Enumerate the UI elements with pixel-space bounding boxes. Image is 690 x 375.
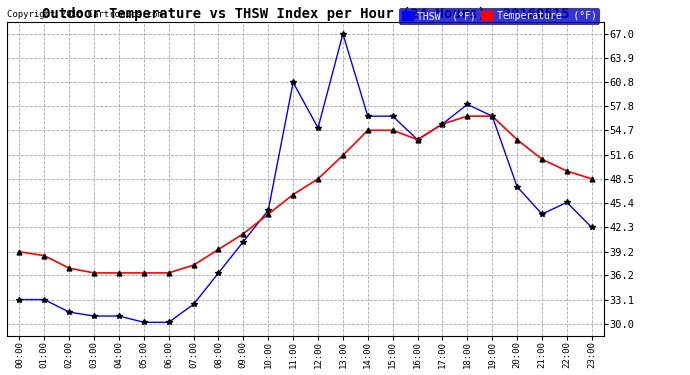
- Legend: THSW  (°F), Temperature  (°F): THSW (°F), Temperature (°F): [399, 8, 600, 24]
- Text: Copyright 2016 Cartronics.com: Copyright 2016 Cartronics.com: [7, 10, 163, 19]
- Title: Outdoor Temperature vs THSW Index per Hour (24 Hours)  20160515: Outdoor Temperature vs THSW Index per Ho…: [42, 7, 569, 21]
